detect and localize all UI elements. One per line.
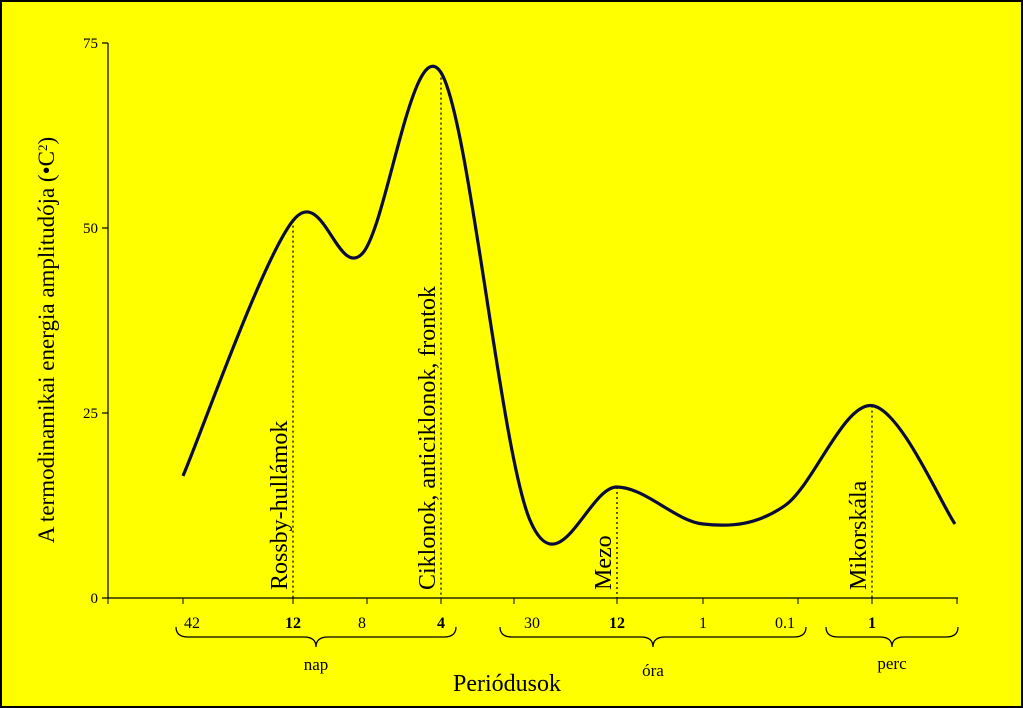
y-tick-label: 50 — [83, 221, 98, 237]
group-labels: nap óra perc — [304, 654, 907, 680]
group-label: perc — [877, 654, 907, 673]
y-axis-label-main: A termodinamikai energia amplitudója (•C — [34, 151, 59, 543]
y-tick-label: 25 — [83, 406, 98, 422]
x-ticks-group — [107, 598, 958, 604]
annotation-label: Mikorskála — [846, 480, 872, 590]
x-tick-label: 12 — [609, 615, 625, 632]
y-axis-label-sup: 2 — [35, 145, 50, 152]
annotation-label: Mezo — [591, 535, 617, 590]
x-tick-label: 0.1 — [775, 615, 795, 632]
y-axis-label: A termodinamikai energia amplitudója (•C… — [34, 137, 59, 543]
x-tick-label: 30 — [524, 615, 540, 632]
annotation-droplines — [292, 72, 873, 598]
x-tick-label: 12 — [285, 615, 301, 632]
x-tick-label: 1 — [699, 615, 707, 632]
group-braces — [175, 626, 959, 648]
annotation-label: Ciklonok, anticiklonok, frontok — [415, 286, 441, 590]
annotation-label: Rossby-hullámok — [267, 421, 293, 590]
x-tick-label: 42 — [184, 615, 200, 632]
x-axis-label: Periódusok — [453, 671, 561, 697]
annotation-labels: Rossby-hullámok Ciklonok, anticiklonok, f… — [267, 286, 872, 590]
y-axis-label-close: ) — [34, 137, 59, 145]
group-brace — [499, 626, 807, 648]
y-tick-label: 0 — [91, 591, 99, 607]
y-ticks-group: 0 25 50 75 — [83, 36, 108, 607]
group-brace — [825, 626, 959, 648]
x-tick-label: 4 — [437, 615, 445, 632]
axes-group — [107, 43, 958, 599]
series-line — [181, 64, 957, 546]
x-tick-labels-group: 42 12 8 4 30 12 1 0.1 1 — [184, 615, 876, 632]
group-label: óra — [642, 661, 664, 680]
group-brace — [175, 626, 457, 648]
x-tick-label: 8 — [358, 615, 366, 632]
y-tick-label: 75 — [83, 36, 98, 52]
group-label: nap — [304, 655, 329, 674]
x-tick-label: 1 — [868, 615, 876, 632]
